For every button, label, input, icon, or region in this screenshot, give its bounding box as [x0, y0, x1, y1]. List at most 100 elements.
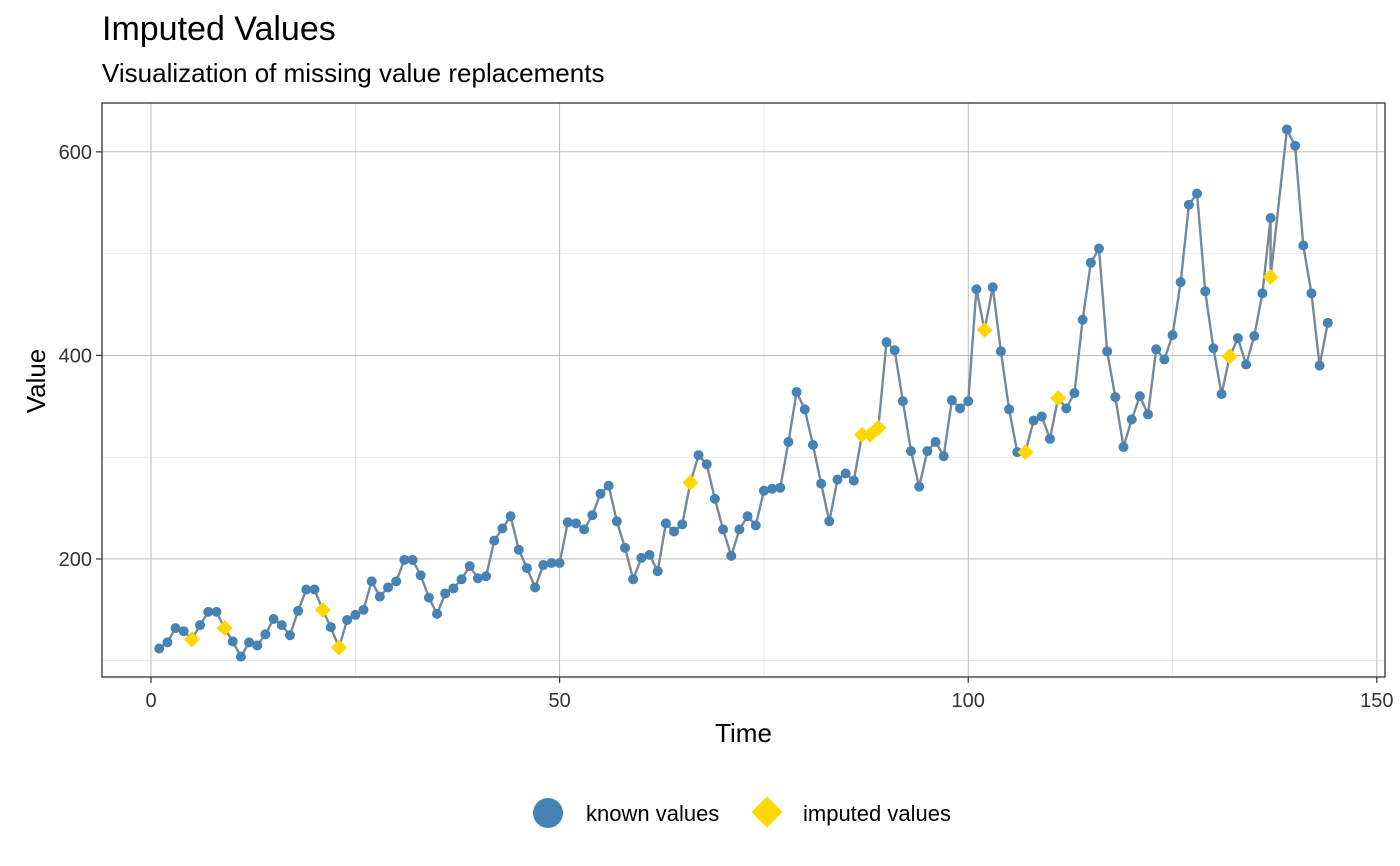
known-point — [399, 554, 410, 565]
known-point — [1175, 277, 1186, 288]
known-point — [432, 608, 443, 619]
legend-known-label: known values — [586, 801, 719, 826]
known-point — [579, 524, 590, 535]
x-axis-title: Time — [715, 718, 772, 748]
known-point — [652, 566, 663, 577]
y-tick-label: 400 — [59, 345, 92, 367]
known-point — [620, 542, 631, 553]
imputed-point — [853, 426, 870, 443]
data-points — [154, 124, 1333, 662]
imputed-point — [1050, 390, 1067, 407]
known-point — [1004, 404, 1015, 415]
known-point — [276, 620, 287, 631]
known-point — [955, 403, 966, 414]
known-point — [767, 483, 778, 494]
known-point — [1232, 333, 1243, 344]
known-point — [513, 544, 524, 555]
known-point — [1110, 392, 1121, 403]
known-point — [1077, 314, 1088, 325]
known-point — [1036, 411, 1047, 422]
known-point — [505, 511, 516, 522]
known-point — [366, 576, 377, 587]
known-point — [309, 584, 320, 595]
y-tick-label: 200 — [59, 549, 92, 571]
known-point — [358, 604, 369, 615]
known-point — [906, 446, 917, 457]
known-point — [1044, 433, 1055, 444]
known-point — [709, 493, 720, 504]
imputed-point — [1221, 348, 1238, 365]
known-point — [1257, 288, 1268, 299]
axes: 0 50 100 150 200 400 600 — [59, 142, 1394, 712]
known-point — [235, 651, 246, 662]
imputed-point — [216, 620, 233, 637]
known-point — [1143, 409, 1154, 420]
legend-known-key — [533, 798, 563, 828]
known-point — [816, 478, 827, 489]
y-tick-label: 600 — [59, 142, 92, 164]
known-point — [775, 482, 786, 493]
imputed-point — [1262, 269, 1279, 286]
known-point — [1216, 389, 1227, 400]
known-point — [734, 524, 745, 535]
known-point — [897, 396, 908, 407]
imputed-point — [183, 631, 200, 648]
panel-border — [101, 102, 1386, 678]
known-point — [824, 516, 835, 527]
known-point — [1200, 286, 1211, 297]
known-point — [914, 481, 925, 492]
x-tick-label: 50 — [549, 690, 571, 712]
known-point — [570, 518, 581, 529]
known-point — [718, 524, 729, 535]
x-tick-label: 100 — [952, 690, 985, 712]
known-point — [1118, 441, 1129, 452]
imputed-point — [870, 419, 887, 436]
known-point — [1167, 330, 1178, 341]
known-point — [701, 459, 712, 470]
known-point — [521, 563, 532, 574]
known-point — [1093, 243, 1104, 254]
known-point — [554, 558, 565, 569]
x-tick-label: 150 — [1360, 690, 1393, 712]
known-point — [293, 605, 304, 616]
known-point — [636, 552, 647, 563]
known-point — [374, 591, 385, 602]
known-point — [1322, 317, 1333, 328]
known-point — [1061, 403, 1072, 414]
known-point — [546, 558, 557, 569]
known-point — [342, 615, 353, 626]
known-point — [1159, 354, 1170, 365]
known-point — [669, 526, 680, 537]
known-point — [162, 637, 173, 648]
known-point — [726, 550, 737, 561]
known-point — [472, 573, 483, 584]
known-point — [383, 582, 394, 593]
known-point — [938, 451, 949, 462]
known-point — [628, 574, 639, 585]
known-point — [783, 436, 794, 447]
series-path — [158, 128, 1329, 658]
known-point — [1281, 124, 1292, 135]
known-point — [1265, 213, 1276, 224]
known-point — [987, 282, 998, 293]
known-point — [440, 588, 451, 599]
known-point — [268, 613, 279, 624]
known-point — [195, 620, 206, 631]
legend-imputed-key — [751, 796, 783, 828]
known-point — [260, 629, 271, 640]
known-point — [611, 516, 622, 527]
known-point — [832, 474, 843, 485]
known-point — [881, 337, 892, 348]
known-point — [203, 606, 214, 617]
known-point — [227, 636, 238, 647]
known-point — [391, 576, 402, 587]
imputed-point — [314, 601, 331, 618]
known-point — [1028, 415, 1039, 426]
known-point — [1183, 199, 1194, 210]
known-point — [807, 439, 818, 450]
known-point — [946, 395, 957, 406]
series-line — [158, 128, 1329, 658]
imputed-point — [682, 474, 699, 491]
known-point — [840, 468, 851, 479]
known-point — [799, 404, 810, 415]
